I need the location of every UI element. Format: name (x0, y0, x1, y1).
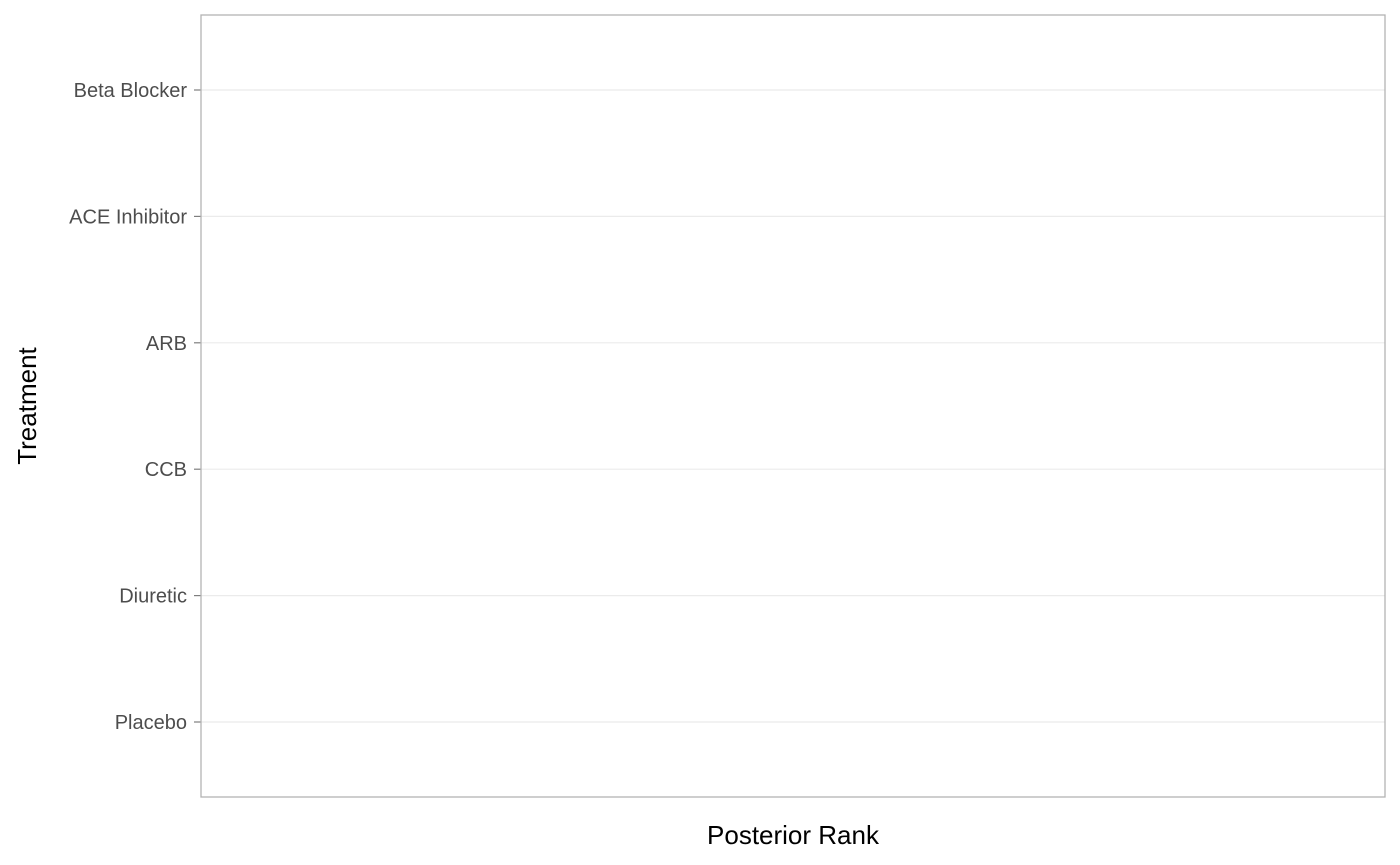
plot-panel (201, 15, 1385, 797)
plot-panel-border (200, 14, 1386, 798)
y-axis-tick-labels: Placebo Diuretic CCB ARB ACE Inhibitor Beta B… (69, 80, 187, 734)
y-gridlines (201, 89, 1385, 723)
y-tick-label-arb: ARB (146, 333, 187, 355)
y-tick-label-diuretic: Diuretic (119, 586, 187, 608)
x-axis-title: Posterior Rank (707, 820, 880, 850)
y-axis-ticks (194, 89, 201, 723)
y-tick-label-ace-inhibitor: ACE Inhibitor (69, 206, 187, 228)
y-tick-label-ccb: CCB (145, 459, 187, 481)
y-tick-label-placebo: Placebo (115, 712, 187, 734)
y-tick-label-beta-blocker: Beta Blocker (74, 80, 188, 102)
y-axis-title: Treatment (12, 346, 42, 464)
